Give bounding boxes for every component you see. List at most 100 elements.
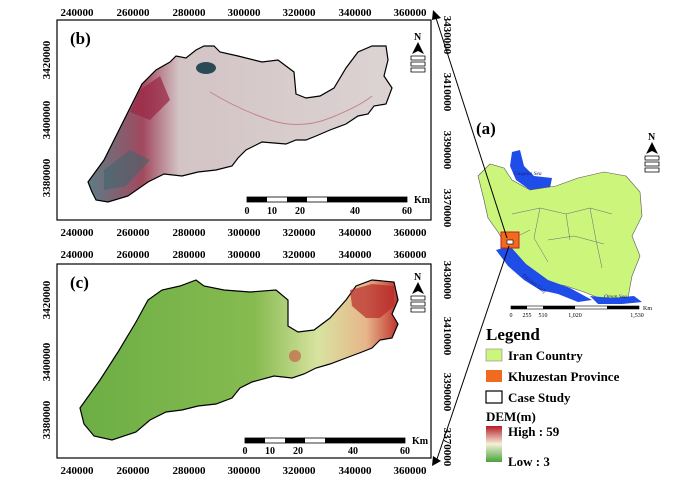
- scale-tick: 510: [539, 313, 548, 319]
- connector-line: [435, 17, 508, 239]
- scale-tick: 60: [402, 206, 412, 217]
- y-tick: 3430000: [441, 16, 453, 55]
- y-tick: 3430000: [441, 261, 453, 300]
- x-tick: 300000: [228, 227, 262, 239]
- x-tick: 320000: [283, 7, 317, 19]
- svg-text:N: N: [648, 132, 656, 143]
- legend-swatch-khuzestan: [486, 370, 502, 382]
- water-body: [196, 62, 216, 74]
- north-arrow-icon: N: [410, 272, 426, 313]
- scalebar-c: 0 10 20 40 60 Km: [243, 436, 429, 457]
- x-tick: 280000: [173, 7, 207, 19]
- scale-tick: 20: [295, 206, 305, 217]
- y-tick: 3390000: [441, 373, 453, 412]
- caspian-sea-label: Caspian Sea: [514, 171, 542, 177]
- scale-unit: Km: [643, 306, 652, 312]
- legend-swatch-case-study: [485, 390, 503, 404]
- legend-label: Iran Country: [508, 348, 583, 363]
- x-tick: 320000: [283, 249, 317, 261]
- svg-text:N: N: [414, 272, 422, 283]
- panel-a: (a) N Caspian Sea Persian Gulf Oman Sea …: [432, 10, 660, 466]
- connector-line: [435, 245, 510, 463]
- x-tick: 340000: [339, 249, 373, 261]
- x-tick: 340000: [339, 465, 373, 477]
- x-tick: 260000: [117, 7, 151, 19]
- x-tick: 320000: [283, 227, 317, 239]
- north-arrow-icon: N: [644, 132, 660, 173]
- x-tick: 360000: [394, 465, 428, 477]
- dem-color-ramp: [486, 426, 502, 462]
- x-tick: 260000: [117, 227, 151, 239]
- case-study-marker: [506, 239, 514, 245]
- x-tick: 300000: [228, 7, 262, 19]
- x-tick: 360000: [394, 227, 428, 239]
- x-tick: 260000: [117, 249, 151, 261]
- scale-tick: 0: [243, 446, 248, 457]
- x-tick: 260000: [117, 465, 151, 477]
- scale-tick: 255: [523, 313, 532, 319]
- study-area-dem: [79, 279, 399, 441]
- connector-arrowhead: [432, 10, 441, 20]
- high-elevation-patch: [289, 350, 301, 362]
- scale-tick: 40: [348, 446, 358, 457]
- caspian-sea: [510, 150, 552, 190]
- scalebar-b: 0 10 20 40 60 Km: [245, 195, 431, 217]
- x-tick: 280000: [173, 249, 207, 261]
- panel-label: (a): [476, 119, 496, 138]
- x-tick: 360000: [394, 7, 428, 19]
- panel-c: 240000 260000 280000 300000 320000 34000…: [41, 249, 453, 477]
- x-tick: 340000: [339, 7, 373, 19]
- scale-tick: 1,530: [630, 313, 644, 319]
- scale-unit: Km: [414, 195, 431, 206]
- legend: Legend Iran Country Khuzestan Province C…: [485, 325, 620, 469]
- x-tick: 360000: [394, 249, 428, 261]
- river-trace: [209, 91, 373, 125]
- legend-title: Legend: [486, 325, 540, 344]
- study-area-satellite: [87, 45, 393, 203]
- x-tick: 280000: [173, 227, 207, 239]
- x-tick: 240000: [61, 249, 95, 261]
- y-tick: 3380000: [41, 400, 53, 439]
- scale-unit: Km: [412, 436, 429, 447]
- legend-label: Khuzestan Province: [508, 369, 620, 384]
- x-tick: 280000: [173, 465, 207, 477]
- persian-gulf: [496, 246, 592, 302]
- x-tick: 340000: [339, 227, 373, 239]
- y-tick: 3420000: [41, 40, 53, 79]
- high-elevation-area: [350, 284, 394, 318]
- legend-swatch-iran: [485, 348, 503, 362]
- panel-label: (c): [70, 273, 89, 292]
- scale-tick: 40: [350, 206, 360, 217]
- scale-tick: 0: [245, 206, 250, 217]
- scale-tick: 60: [400, 446, 410, 457]
- y-tick: 3380000: [41, 158, 53, 197]
- y-tick: 3400000: [41, 342, 53, 381]
- province-boundaries: [511, 207, 613, 269]
- panel-label: (b): [70, 29, 91, 48]
- scalebar-a: 0 255 510 1,020 1,530 Km: [510, 305, 652, 319]
- connector-arrowhead: [432, 456, 441, 466]
- dem-high-label: High : 59: [508, 424, 560, 439]
- dem-title: DEM(m): [486, 409, 536, 424]
- y-tick: 3370000: [441, 189, 453, 228]
- x-tick: 240000: [61, 227, 95, 239]
- vegetation-area: [130, 76, 170, 120]
- y-tick: 3400000: [41, 100, 53, 139]
- y-tick: 3370000: [441, 428, 453, 467]
- svg-text:N: N: [414, 32, 422, 43]
- legend-label: Case Study: [508, 390, 571, 405]
- x-tick: 240000: [61, 465, 95, 477]
- x-tick: 320000: [283, 465, 317, 477]
- panel-b: 240000 260000 280000 300000 320000 34000…: [41, 7, 453, 239]
- scale-tick: 20: [293, 446, 303, 457]
- dem-low-label: Low : 3: [508, 454, 550, 469]
- y-tick: 3390000: [441, 131, 453, 170]
- x-tick: 300000: [228, 465, 262, 477]
- oman-sea-label: Oman Sea: [604, 294, 627, 300]
- oman-sea: [590, 296, 642, 304]
- x-tick: 240000: [61, 7, 95, 19]
- y-tick: 3410000: [441, 73, 453, 112]
- wetland-area: [104, 150, 150, 190]
- y-tick: 3420000: [41, 280, 53, 319]
- scale-tick: 1,020: [568, 313, 582, 319]
